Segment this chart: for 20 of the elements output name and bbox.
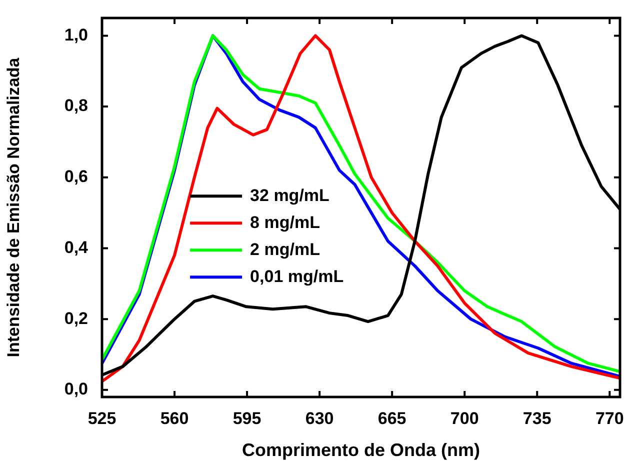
x-axis-title: Comprimento de Onda (nm) (242, 440, 480, 460)
x-tick-label: 525 (88, 408, 116, 428)
legend-label: 2 mg/mL (250, 240, 320, 259)
legend-label: 8 mg/mL (250, 212, 320, 232)
y-tick-label: 1,0 (64, 25, 88, 44)
y-tick-label: 0,2 (64, 308, 88, 328)
x-tick-label: 665 (378, 408, 406, 428)
legend-label: 0,01 mg/mL (250, 266, 344, 286)
y-tick-label: 0,6 (64, 167, 88, 186)
x-tick-label: 630 (305, 408, 334, 428)
x-tick-label: 770 (595, 408, 624, 428)
x-tick-label: 700 (450, 408, 479, 428)
y-axis-title: Intensidade de Emissão Normalizada (4, 57, 23, 358)
x-tick-label: 735 (522, 408, 552, 428)
y-tick-label: 0,4 (64, 238, 89, 257)
y-tick-label: 0,8 (64, 96, 88, 116)
x-tick-label: 595 (232, 408, 262, 428)
y-tick-label: 0,0 (64, 380, 88, 399)
x-tick-label: 560 (160, 408, 189, 428)
legend-label: 32 mg/mL (250, 186, 330, 205)
